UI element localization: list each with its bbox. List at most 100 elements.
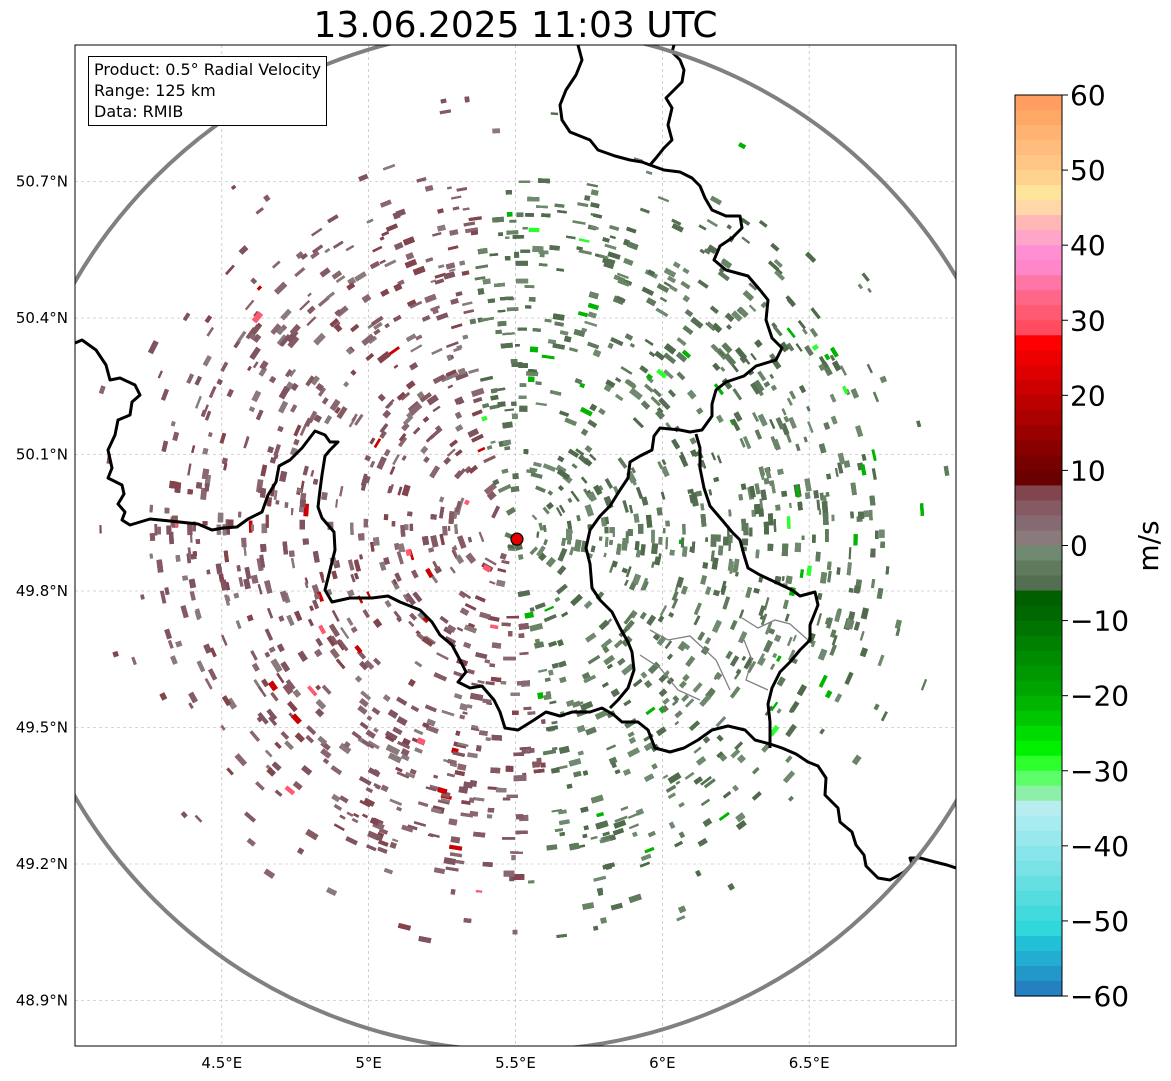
lat-tick-label: 49.8°N <box>16 582 68 600</box>
colorbar-band <box>1015 350 1062 366</box>
velocity-echo-field <box>98 96 950 944</box>
map-plot-area: 4.5°E 5°E 5.5°E 6°E 6.5°E 50.7°N 50.4°N 50.1°N… <box>16 44 957 1072</box>
colorbar-band <box>1015 860 1062 877</box>
colorbar-band <box>1015 485 1062 502</box>
lon-tick-label: 6°E <box>649 1054 676 1072</box>
lat-tick-label: 49.2°N <box>16 855 68 873</box>
colorbar-tick-label: −30 <box>1070 755 1129 788</box>
colorbar-band <box>1015 140 1062 156</box>
colorbar-band <box>1015 155 1062 171</box>
lat-tick-label: 50.1°N <box>16 446 68 464</box>
colorbar-tick-label: 30 <box>1070 304 1106 337</box>
plot-frame <box>74 44 957 1047</box>
colorbar-band <box>1015 620 1062 637</box>
border-east-2 <box>584 163 784 710</box>
colorbar-band <box>1015 905 1062 922</box>
colorbar-band <box>1015 440 1062 456</box>
lat-tick-label: 50.7°N <box>16 173 68 191</box>
colorbar-unit-label: m/s <box>1132 520 1165 571</box>
colorbar-band <box>1015 380 1062 396</box>
range-label: Range: 125 km <box>94 81 216 100</box>
velocity-colorbar: 60 50 40 30 20 10 0 −10 −20 −30 −40 −50 −60 m/s <box>1014 79 1165 1013</box>
colorbar-tick-label: 50 <box>1070 154 1106 187</box>
longitude-tick-labels: 4.5°E 5°E 5.5°E 6°E 6.5°E <box>201 1054 829 1072</box>
colorbar-band <box>1015 725 1062 742</box>
lat-tick-label: 48.9°N <box>16 992 68 1010</box>
colorbar-band <box>1015 965 1062 982</box>
colorbar-band <box>1015 695 1062 712</box>
colorbar-band <box>1015 125 1062 141</box>
colorbar-band <box>1015 530 1062 547</box>
colorbar-tick-label: −10 <box>1070 605 1129 638</box>
colorbar-ticks: 60 50 40 30 20 10 0 −10 −20 −30 −40 −50 −60 <box>1062 79 1129 1013</box>
colorbar-band <box>1015 500 1062 517</box>
colorbar-band <box>1015 665 1062 682</box>
colorbar-band <box>1015 935 1062 952</box>
colorbar-tick-label: −50 <box>1070 905 1129 938</box>
radar-site-marker[interactable] <box>510 532 524 546</box>
lon-tick-label: 4.5°E <box>201 1054 242 1072</box>
colorbar-band <box>1015 740 1062 757</box>
colorbar-band <box>1015 470 1062 487</box>
colorbar-band <box>1015 590 1062 607</box>
colorbar-band <box>1015 170 1062 186</box>
colorbar-band <box>1015 755 1062 772</box>
colorbar-band <box>1015 515 1062 532</box>
colorbar-band <box>1015 845 1062 862</box>
colorbar-band <box>1015 920 1062 937</box>
colorbar-band <box>1015 950 1062 967</box>
map-title: 13.06.2025 11:03 UTC <box>313 5 718 46</box>
lon-tick-label: 5°E <box>355 1054 382 1072</box>
colorbar-band <box>1015 410 1062 426</box>
colorbar-band <box>1015 980 1062 997</box>
colorbar-band <box>1015 110 1062 126</box>
colorbar-band <box>1015 320 1062 336</box>
colorbar-band <box>1015 245 1062 261</box>
colorbar-band <box>1015 815 1062 832</box>
colorbar-band <box>1015 425 1062 441</box>
border-lux-east <box>694 433 820 748</box>
colorbar-band <box>1015 275 1062 291</box>
colorbar-band <box>1015 830 1062 847</box>
colorbar-band <box>1015 710 1062 727</box>
province-borders <box>639 617 809 701</box>
colorbar-band <box>1015 770 1062 787</box>
colorbar-band <box>1015 785 1062 802</box>
lon-tick-label: 5.5°E <box>495 1054 536 1072</box>
colorbar-tick-label: 60 <box>1070 79 1106 112</box>
product-info-box: Product: 0.5° Radial Velocity Range: 125… <box>88 56 328 126</box>
colorbar-band <box>1015 230 1062 246</box>
colorbar-band <box>1015 335 1062 351</box>
national-borders <box>75 45 956 882</box>
colorbar-band <box>1015 605 1062 622</box>
product-label: Product: 0.5° Radial Velocity <box>94 60 322 79</box>
latitude-tick-labels: 50.7°N 50.4°N 50.1°N 49.8°N 49.5°N 49.2°N 48.9… <box>16 173 68 1010</box>
colorbar-band <box>1015 260 1062 276</box>
colorbar-band <box>1015 545 1062 562</box>
colorbar-band <box>1015 650 1062 667</box>
colorbar-band <box>1015 365 1062 381</box>
lon-tick-label: 6.5°E <box>789 1054 830 1072</box>
colorbar-band <box>1015 305 1062 321</box>
lat-tick-label: 50.4°N <box>16 309 68 327</box>
colorbar-band <box>1015 395 1062 411</box>
colorbar-band <box>1015 200 1062 216</box>
colorbar-tick-label: 20 <box>1070 379 1106 412</box>
colorbar-tick-label: −60 <box>1070 980 1129 1013</box>
colorbar-band <box>1015 635 1062 652</box>
colorbar-band <box>1015 575 1062 592</box>
colorbar-band <box>1015 890 1062 907</box>
colorbar-tick-label: 10 <box>1070 454 1106 487</box>
colorbar-tick-label: −20 <box>1070 680 1129 713</box>
colorbar-band <box>1015 875 1062 892</box>
border-west <box>75 338 956 882</box>
colorbar-tick-label: 0 <box>1070 530 1088 563</box>
colorbar-band <box>1015 560 1062 577</box>
lat-tick-label: 49.5°N <box>16 719 68 737</box>
source-label: Data: RMIB <box>94 102 184 121</box>
colorbar-bands <box>1015 95 1062 997</box>
colorbar-band <box>1015 455 1062 472</box>
colorbar-band <box>1015 95 1062 111</box>
colorbar-band <box>1015 185 1062 201</box>
colorbar-tick-label: −40 <box>1070 830 1129 863</box>
